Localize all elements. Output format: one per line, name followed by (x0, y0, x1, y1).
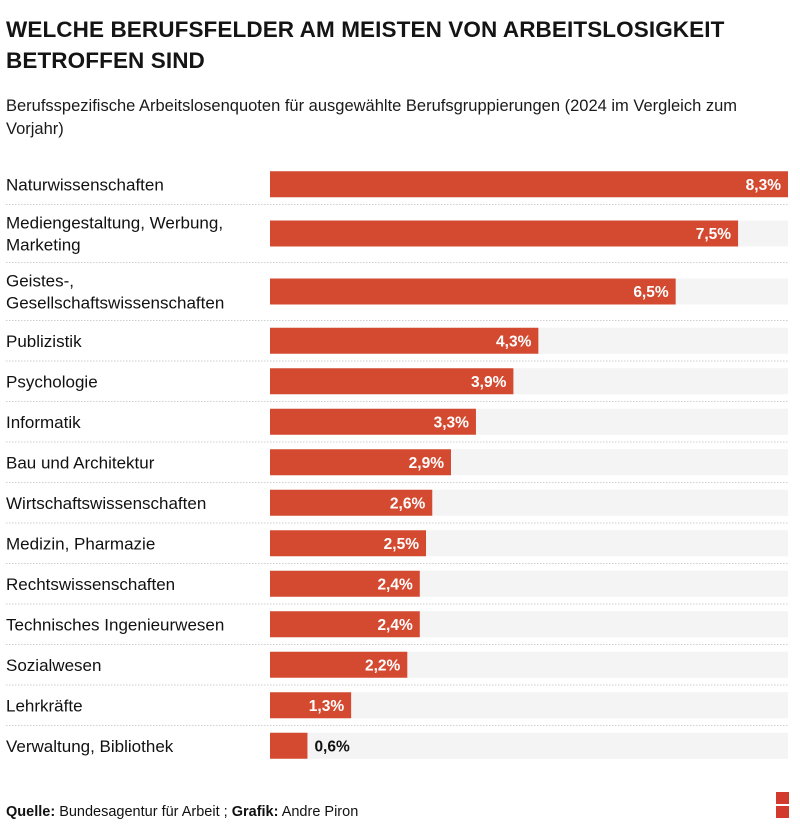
value-label: 2,2% (365, 657, 401, 674)
category-label: Rechtswissenschaften (6, 575, 175, 594)
value-label: 0,6% (314, 738, 350, 755)
value-label: 3,9% (471, 374, 507, 391)
category-label: Gesellschaftswissenschaften (6, 294, 224, 313)
bar (270, 449, 451, 476)
bar (270, 368, 514, 395)
bar (270, 692, 352, 719)
bar (270, 570, 420, 597)
category-label: Bau und Architektur (6, 453, 155, 472)
bar (270, 171, 788, 198)
category-label: Wirtschaftswissenschaften (6, 494, 206, 513)
footer-credits: Quelle: Bundesagentur für Arbeit ; Grafi… (6, 803, 358, 821)
bar (270, 651, 408, 678)
bar (270, 489, 433, 516)
category-label: Informatik (6, 413, 81, 432)
logo-square-top (776, 792, 789, 804)
bar (270, 611, 420, 638)
chart-title: WELCHE BERUFSFELDER AM MEISTEN VON ARBEI… (6, 17, 725, 73)
category-label: Psychologie (6, 372, 98, 391)
bar (270, 732, 308, 759)
category-label: Lehrkräfte (6, 696, 83, 715)
source-label: Quelle: (6, 804, 56, 820)
bar-track (270, 732, 788, 759)
category-label: Medizin, Pharmazie (6, 534, 155, 553)
category-label: Naturwissenschaften (6, 175, 164, 194)
value-label: 2,6% (390, 495, 426, 512)
bar-track (270, 692, 788, 719)
category-label: Marketing (6, 236, 81, 255)
bar (270, 220, 739, 247)
value-label: 2,4% (377, 617, 413, 634)
category-label: Mediengestaltung, Werbung, (6, 214, 223, 233)
value-label: 2,4% (377, 576, 413, 593)
bar (270, 530, 427, 557)
bar (270, 327, 539, 354)
bar (270, 278, 676, 305)
value-label: 2,5% (384, 536, 420, 553)
publisher-logo-icon (776, 792, 790, 820)
category-label: Geistes-, (6, 272, 74, 291)
source-value: Bundesagentur für Arbeit ; (59, 804, 228, 820)
category-label: Technisches Ingenieurwesen (6, 615, 224, 634)
value-label: 3,3% (434, 414, 470, 431)
value-label: 7,5% (696, 226, 732, 243)
graphic-label: Grafik: (231, 804, 279, 820)
value-label: 6,5% (633, 284, 669, 301)
chart-subtitle: Berufsspezifische Arbeitslosenquoten für… (6, 97, 738, 138)
value-label: 1,3% (309, 698, 345, 715)
category-label: Sozialwesen (6, 656, 101, 675)
logo-square-bottom (776, 806, 789, 818)
value-label: 2,9% (409, 455, 445, 472)
category-label: Verwaltung, Bibliothek (6, 737, 174, 756)
bar (270, 408, 476, 435)
category-label: Publizistik (6, 332, 82, 351)
value-label: 4,3% (496, 333, 532, 350)
value-label: 8,3% (746, 177, 782, 194)
graphic-value: Andre Piron (281, 804, 359, 820)
